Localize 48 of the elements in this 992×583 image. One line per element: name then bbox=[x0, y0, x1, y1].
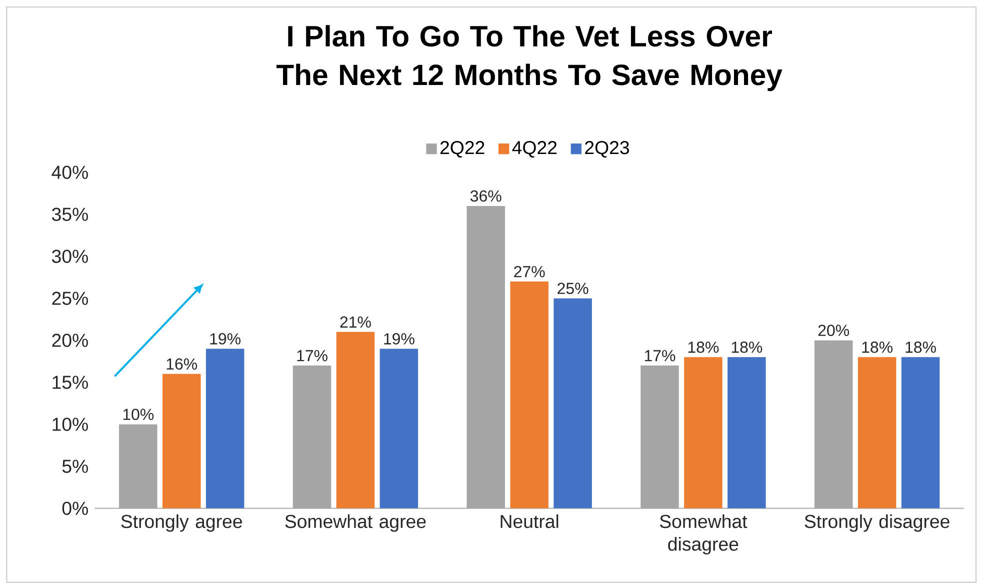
bar bbox=[858, 357, 896, 508]
data-label: 21% bbox=[340, 316, 371, 328]
data-label: 18% bbox=[732, 342, 762, 353]
legend-label: 2Q22 bbox=[440, 141, 484, 158]
bar bbox=[554, 298, 592, 508]
y-tick-label: 5% bbox=[62, 460, 88, 473]
bar bbox=[119, 424, 158, 508]
bar bbox=[292, 366, 332, 508]
x-tick-label: Somewhat disagree bbox=[660, 514, 748, 554]
data-label: 16% bbox=[166, 358, 198, 370]
legend-label: 2Q23 bbox=[585, 141, 629, 158]
data-label: 10% bbox=[123, 408, 154, 420]
data-label: 25% bbox=[558, 282, 588, 294]
y-tick-label: 25% bbox=[52, 292, 88, 305]
y-tick-label: 0% bbox=[62, 502, 88, 515]
x-tick-label: Strongly disagree bbox=[804, 514, 950, 532]
data-label: 18% bbox=[906, 342, 936, 353]
data-label: 18% bbox=[862, 342, 892, 353]
data-label: 18% bbox=[688, 342, 719, 353]
x-tick-label: Somewhat agree bbox=[285, 514, 426, 532]
data-label: 19% bbox=[210, 333, 241, 344]
bar bbox=[684, 357, 722, 508]
bar bbox=[510, 282, 548, 508]
bar bbox=[728, 357, 766, 508]
bar bbox=[640, 366, 679, 508]
bar bbox=[336, 332, 375, 508]
bar bbox=[814, 340, 853, 508]
bar bbox=[466, 206, 505, 508]
y-tick-label: 30% bbox=[52, 250, 88, 263]
x-tick-label: Neutral bbox=[500, 514, 558, 528]
legend-label: 4Q22 bbox=[512, 141, 557, 158]
y-tick-label: 15% bbox=[52, 376, 88, 389]
data-label: 36% bbox=[470, 190, 502, 202]
y-tick-label: 20% bbox=[52, 334, 88, 347]
data-label: 17% bbox=[297, 350, 328, 362]
x-tick-label: Strongly agree bbox=[121, 514, 242, 532]
data-label: 27% bbox=[514, 266, 545, 278]
chart-title: I Plan To Go To The Vet Less Over The Next 12 Months To Save Money bbox=[276, 25, 782, 92]
bar bbox=[901, 357, 940, 508]
data-label: 20% bbox=[818, 324, 850, 336]
bar bbox=[380, 348, 418, 508]
data-label: 19% bbox=[384, 333, 414, 344]
y-tick-label: 40% bbox=[52, 166, 88, 179]
data-label: 17% bbox=[644, 350, 676, 362]
y-tick-label: 10% bbox=[52, 418, 88, 431]
bar bbox=[206, 348, 244, 508]
bar bbox=[162, 374, 201, 508]
y-tick-label: 35% bbox=[52, 208, 88, 221]
